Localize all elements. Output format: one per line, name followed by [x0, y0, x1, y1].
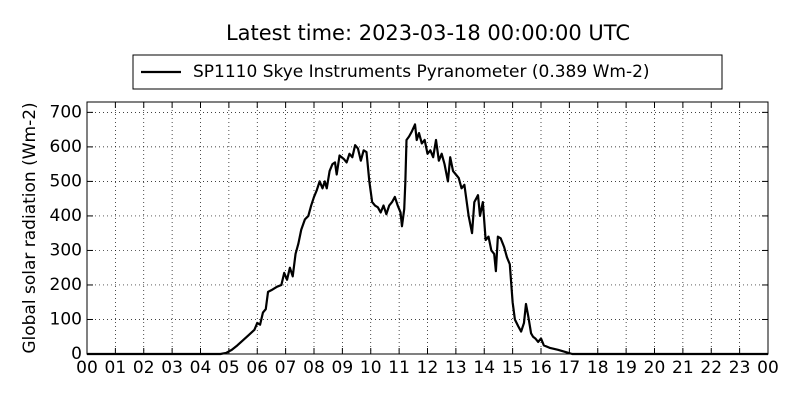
x-tick-label: 19	[615, 358, 637, 378]
y-tick-label: 600	[50, 137, 82, 157]
x-tick-label: 16	[530, 358, 552, 378]
x-tick-label: 08	[303, 358, 325, 378]
x-tick-label: 23	[729, 358, 751, 378]
y-tick-label: 200	[50, 275, 82, 295]
x-tick-label: 22	[700, 358, 722, 378]
x-tick-label: 20	[644, 358, 666, 378]
x-tick-label: 01	[105, 358, 127, 378]
x-tick-label: 14	[473, 358, 495, 378]
y-tick-label: 500	[50, 171, 82, 191]
legend-box	[132, 54, 723, 90]
x-tick-label: 05	[218, 358, 240, 378]
x-tick-label: 02	[133, 358, 155, 378]
x-tick-label: 21	[672, 358, 694, 378]
y-tick-label: 100	[50, 309, 82, 329]
x-tick-label: 18	[587, 358, 609, 378]
x-tick-label: 00	[757, 358, 779, 378]
y-axis-label: Global solar radiation (Wm-2)	[20, 102, 40, 353]
chart-title: Latest time: 2023-03-18 00:00:00 UTC	[226, 21, 630, 45]
plot-frame	[86, 101, 769, 355]
x-tick-label: 13	[445, 358, 467, 378]
x-tick-label: 00	[76, 358, 98, 378]
x-tick-label: 07	[275, 358, 297, 378]
x-tick-label: 10	[360, 358, 382, 378]
x-tick-label: 03	[161, 358, 183, 378]
x-tick-label: 06	[246, 358, 268, 378]
x-tick-label: 17	[559, 358, 581, 378]
y-tick-label: 400	[50, 206, 82, 226]
y-tick-label: 0	[71, 344, 82, 364]
y-tick-label: 700	[50, 102, 82, 122]
legend-label: SP1110 Skye Instruments Pyranometer (0.3…	[193, 62, 650, 82]
y-tick-label: 300	[50, 240, 82, 260]
series-line	[87, 123, 768, 356]
x-tick-label: 15	[502, 358, 524, 378]
x-tick-label: 04	[190, 358, 212, 378]
x-tick-label: 09	[332, 358, 354, 378]
x-tick-label: 11	[388, 358, 410, 378]
x-tick-label: 12	[417, 358, 439, 378]
